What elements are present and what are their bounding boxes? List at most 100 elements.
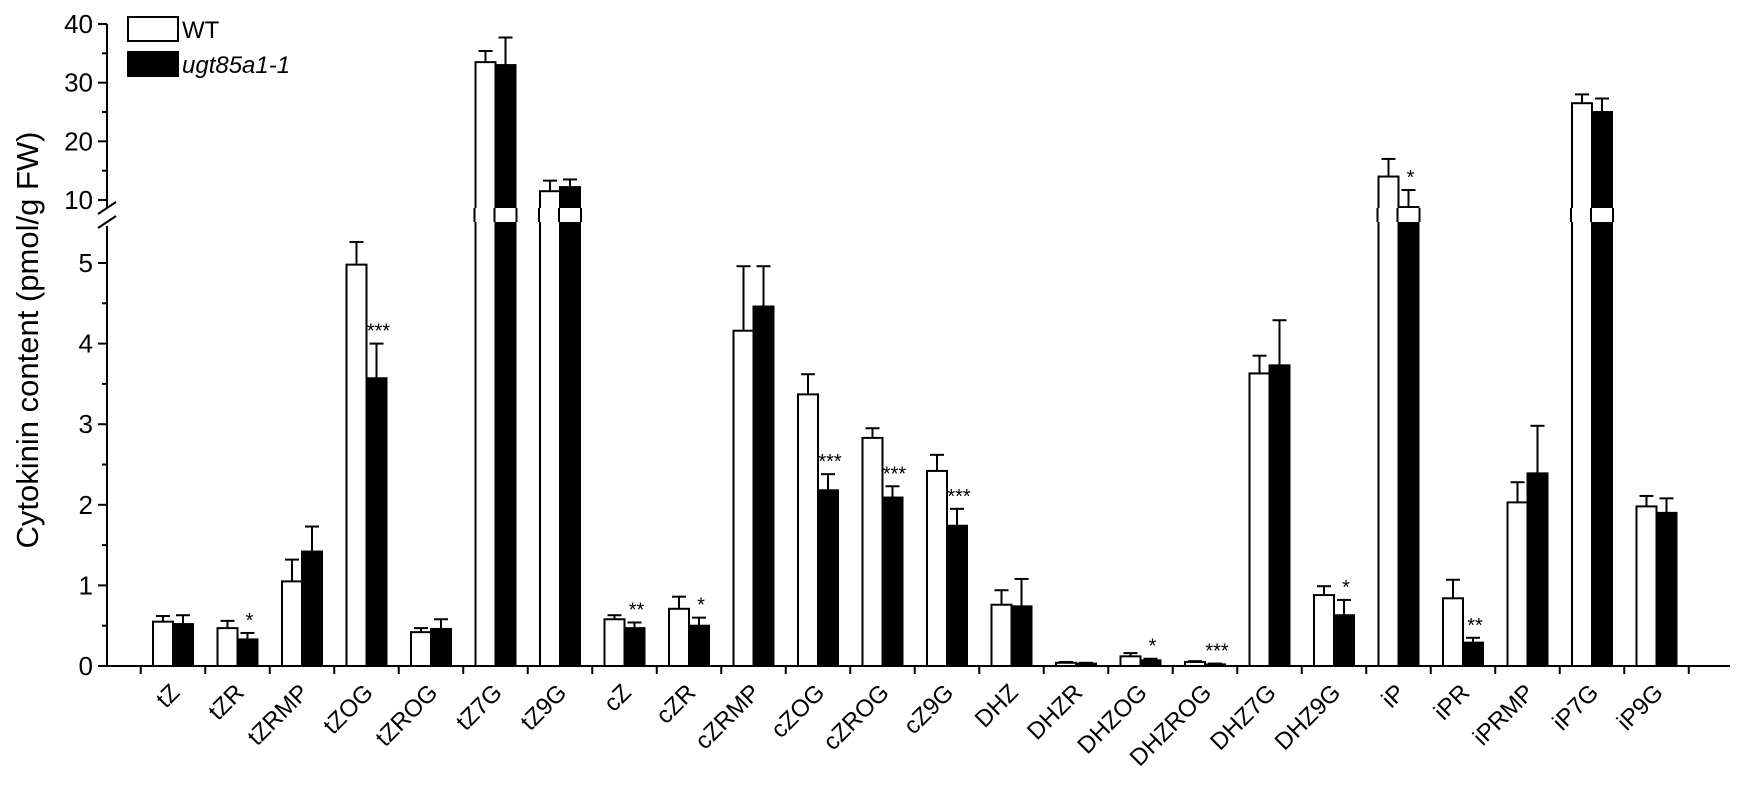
x-category-label: DHZ [970, 679, 1024, 733]
legend-label-wt: WT [182, 17, 220, 44]
bar-mutant-czrmp [752, 305, 775, 667]
significance-marker: * [246, 610, 254, 632]
x-category-label: iPRMP [1468, 679, 1540, 751]
x-category-label: cZ [599, 679, 637, 717]
bar-wt-cz [603, 618, 626, 668]
bar-mutant-cz [623, 627, 646, 667]
bar-wt-cz9g [926, 469, 948, 667]
x-category-label: iP9G [1612, 679, 1669, 736]
bar-mutant-ipr [1462, 641, 1484, 667]
bar-wt-tz [152, 620, 174, 667]
y-axis-title: Cytokinin content (pmol/g FW) [10, 132, 45, 549]
bar-mutant-tzrmp [301, 550, 323, 667]
x-category-label: iP7G [1547, 679, 1604, 736]
x-category-label: cZR [651, 679, 701, 729]
y-tick-label: 10 [64, 185, 93, 215]
bar-mutant-czog [817, 489, 839, 667]
bar-wt-ip9g [1635, 505, 1658, 667]
y-tick-label: 40 [64, 9, 93, 39]
bar-mutant-dhz7g [1268, 364, 1291, 667]
bar-break-gap [537, 208, 563, 222]
bar-wt-ipr [1442, 597, 1464, 668]
bar-mutant-tz [172, 623, 194, 668]
x-category-label: DHZ9G [1270, 679, 1347, 756]
bar-wt-ip [1377, 175, 1400, 668]
bar-mutant-cz9g [946, 524, 968, 667]
bar-mutant-tz7g [494, 64, 517, 668]
y-tick-label: 30 [64, 68, 93, 98]
significance-marker: *** [947, 486, 971, 508]
bar-wt-czrmp [732, 329, 755, 667]
legend-label-mutant: ugt85a1-1 [182, 52, 290, 79]
bar-break-gap [1589, 208, 1615, 222]
bar-wt-iprmp [1506, 501, 1529, 667]
significance-marker: *** [1205, 641, 1229, 663]
bar-wt-dhz [990, 603, 1013, 668]
y-tick-label: 0 [79, 651, 93, 681]
bar-mutant-tz9g [559, 186, 581, 668]
bar-mutant-iprmp [1526, 472, 1549, 667]
bar-wt-czr [668, 607, 690, 667]
bar-mutant-ip [1397, 206, 1420, 667]
significance-marker: * [697, 595, 705, 617]
x-category-label: tZR [203, 679, 249, 725]
significance-marker: *** [883, 463, 907, 485]
bar-wt-dhz9g [1313, 594, 1335, 668]
significance-marker: *** [818, 451, 842, 473]
x-category-label: iPR [1429, 679, 1475, 725]
bar-mutant-ip7g [1591, 111, 1613, 667]
x-category-label: tZ7G [451, 679, 508, 736]
bar-wt-tzrmp [281, 580, 303, 667]
y-tick-label: 1 [79, 570, 93, 600]
bar-wt-czog [797, 393, 819, 667]
x-category-label: DHZ7G [1205, 679, 1282, 756]
significance-marker: ** [1467, 615, 1483, 637]
bar-mutant-dhz9g [1333, 614, 1355, 667]
bar-wt-dhzog [1119, 655, 1142, 668]
bar-mutant-dhz [1010, 605, 1033, 668]
x-category-label: tZROG [370, 679, 443, 752]
bar-break-gap [492, 208, 519, 222]
x-category-label: cZ9G [899, 679, 960, 740]
significance-marker: * [1342, 577, 1350, 599]
legend-swatch-mutant [127, 51, 179, 77]
y-tick-label: 20 [64, 126, 93, 156]
bar-mutant-czrog [881, 496, 904, 667]
x-category-label: cZRMP [690, 679, 766, 755]
bar-break-gap [1569, 208, 1595, 222]
bar-wt-czrog [861, 436, 884, 668]
significance-marker: * [1407, 167, 1415, 189]
significance-marker: * [1149, 636, 1157, 658]
significance-marker: *** [367, 321, 391, 343]
bar-wt-ip7g [1571, 102, 1593, 667]
bar-break-gap [1375, 208, 1402, 222]
bar-mutant-tzrog [430, 627, 452, 668]
x-category-label: tZ9G [515, 679, 572, 736]
x-category-label: cZROG [818, 679, 895, 756]
x-category-label: tZRMP [242, 679, 314, 751]
significance-marker: ** [629, 599, 645, 621]
bar-wt-tzrog [410, 631, 432, 668]
bar-wt-dhz7g [1248, 372, 1271, 667]
bar-mutant-tzr [236, 638, 259, 667]
bar-break-gap [557, 208, 583, 222]
axis-break-mark [97, 201, 117, 215]
bar-mutant-czr [688, 624, 710, 668]
axis-break-mark [97, 215, 117, 229]
y-tick-label: 3 [79, 409, 93, 439]
bar-wt-tz7g [474, 61, 497, 667]
y-tick-label: 2 [79, 490, 93, 520]
bar-wt-tzog [345, 263, 368, 667]
x-category-label: iP [1377, 679, 1411, 713]
bar-mutant-ip9g [1655, 511, 1678, 667]
y-tick-label: 5 [79, 248, 93, 278]
x-category-label: tZOG [318, 679, 379, 740]
legend-swatch-wt [127, 16, 179, 42]
bar-mutant-tzog [365, 377, 388, 667]
bar-break-gap [1395, 208, 1422, 222]
y-tick-label: 4 [79, 329, 93, 359]
bar-wt-tzr [216, 627, 239, 667]
x-category-label: tZ [151, 679, 185, 713]
